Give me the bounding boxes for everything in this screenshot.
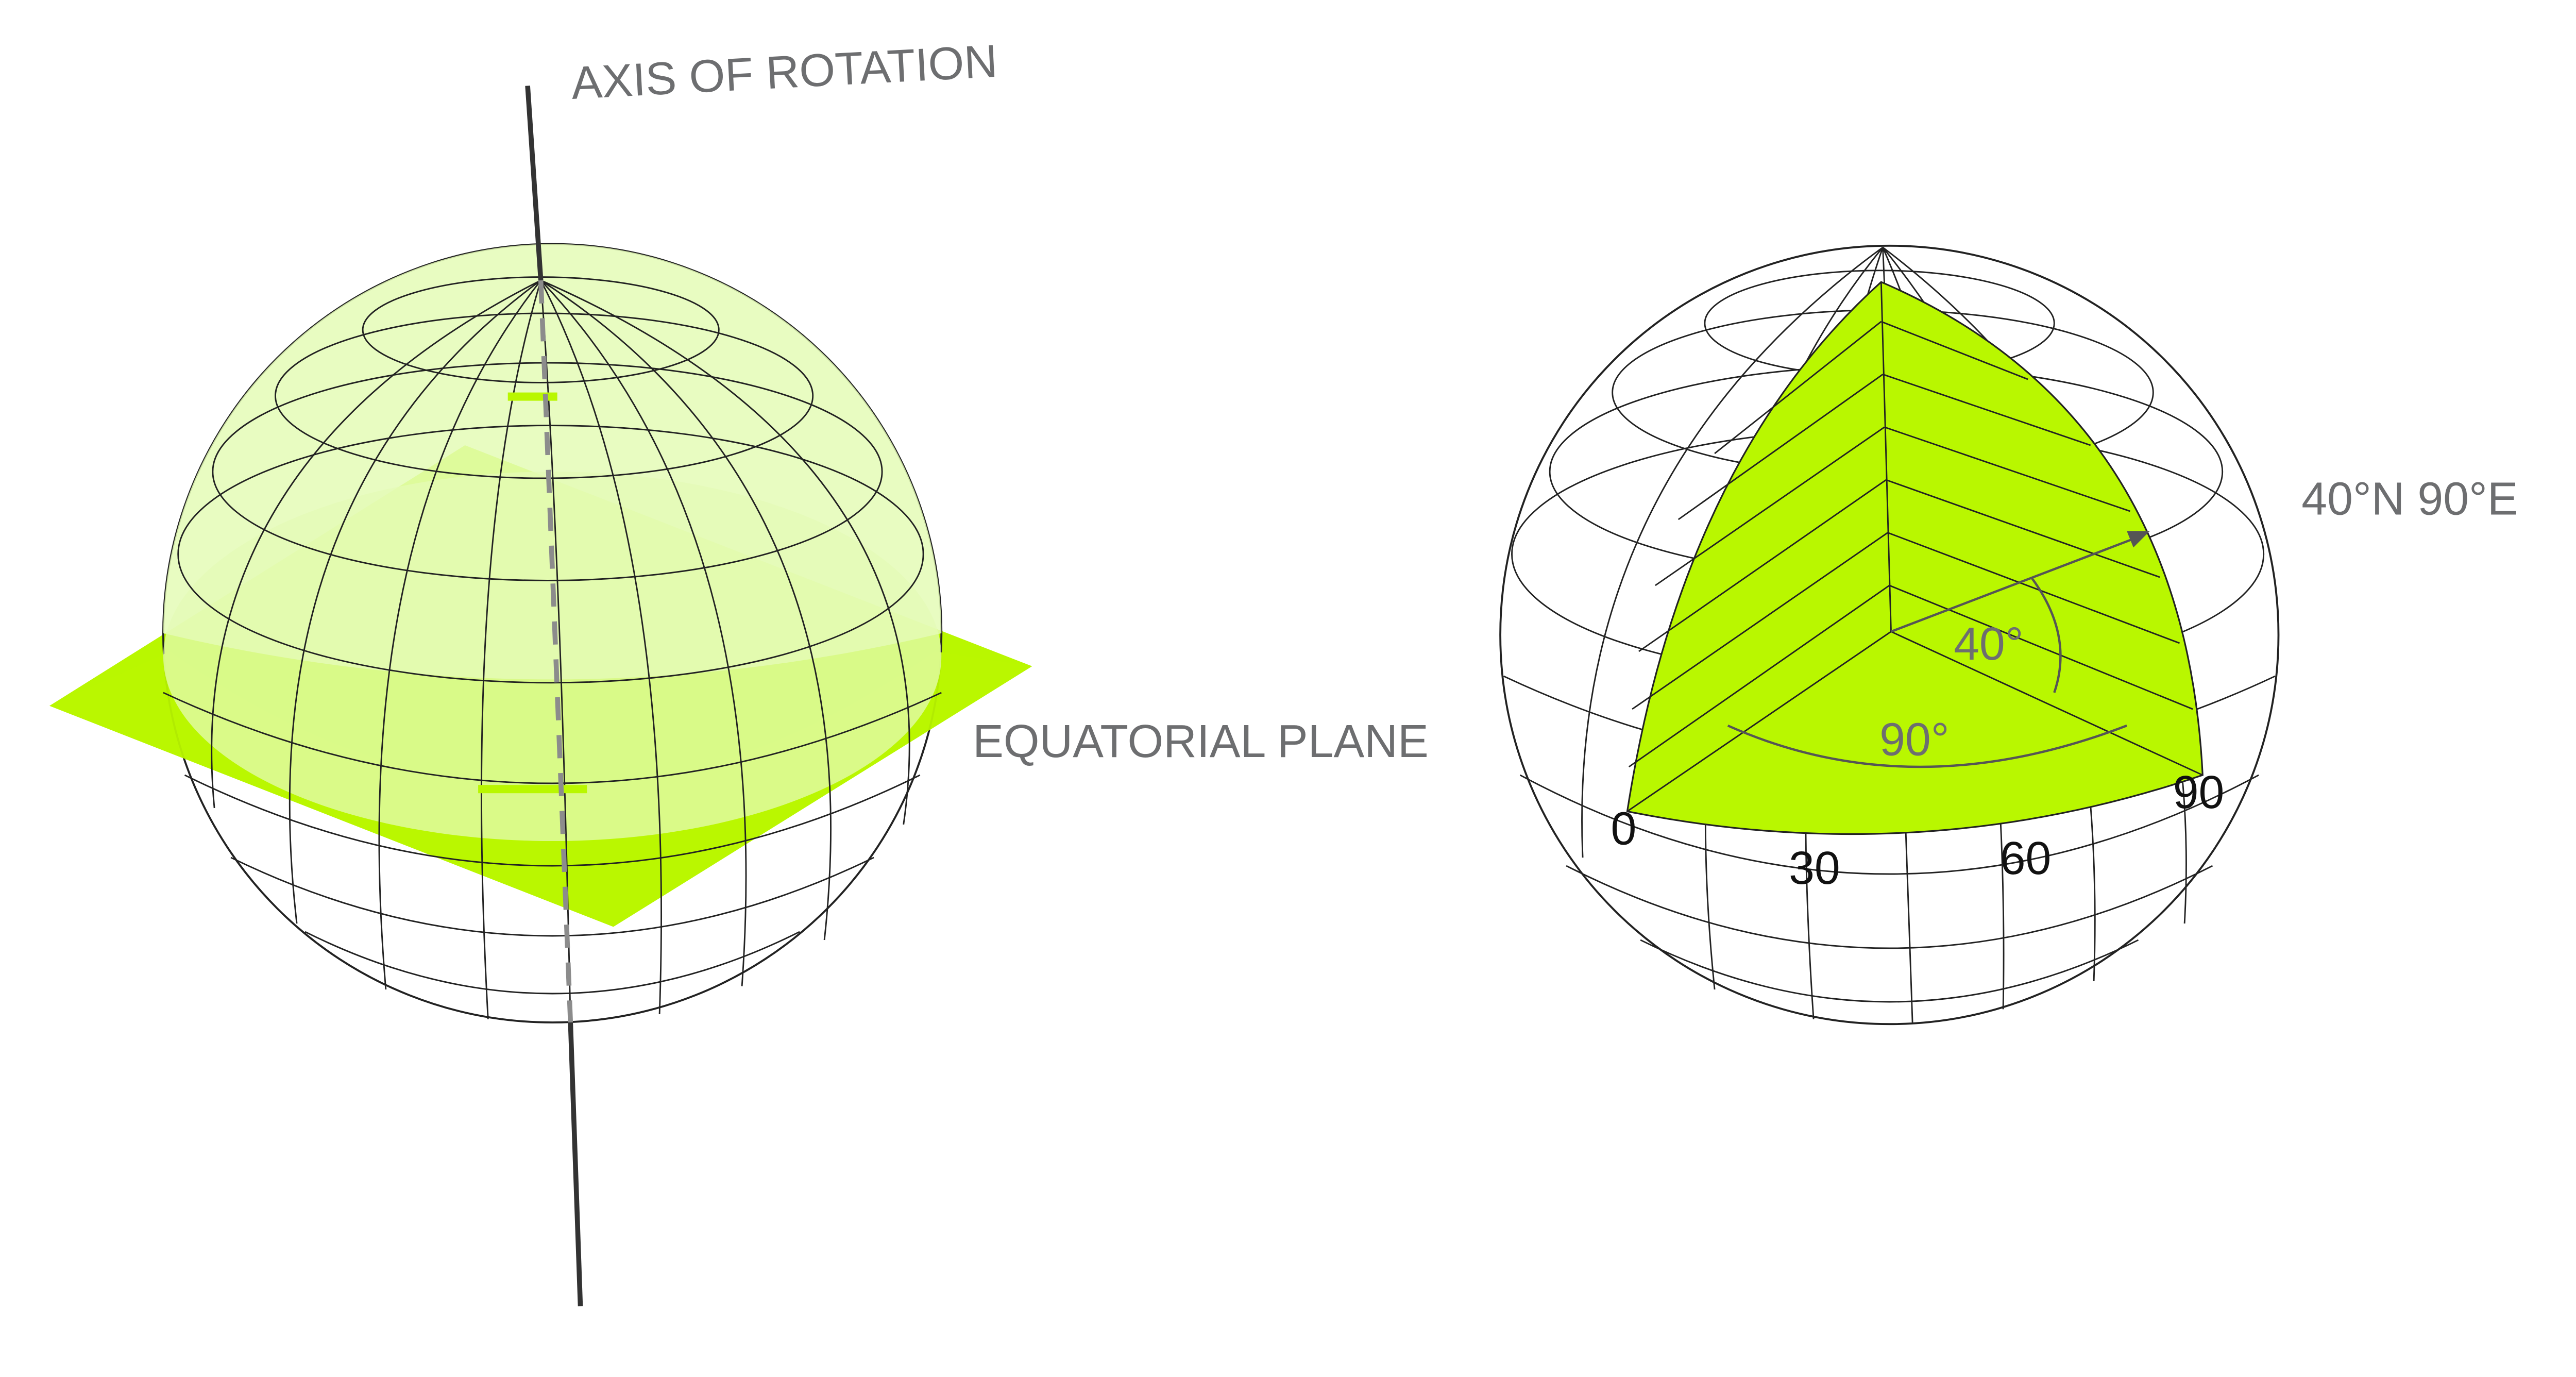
longitude-angle-label: 90°: [1879, 714, 1949, 765]
right-globe: 40° 90° 40°N 90°E 0 30 60 90: [1499, 244, 2518, 1026]
left-latitude-lines: [163, 276, 942, 995]
latitude-wedge: [1626, 281, 2204, 835]
longitude-tick-0: 0: [1611, 802, 1637, 854]
longitude-tick-90: 90: [2173, 766, 2225, 818]
axis-of-rotation-label: AXIS OF ROTATION: [570, 35, 998, 109]
latitude-angle-arc: [2030, 576, 2062, 693]
axis-line-hidden: [538, 280, 573, 1023]
axis-line-bottom: [568, 1022, 583, 1306]
axis-line-top: [525, 86, 544, 281]
left-globe: AXIS OF ROTATION EQUATORIAL PLANE: [49, 35, 1429, 1306]
latitude-angle-label: 40°: [1954, 618, 2023, 669]
equator-disc-edge: [163, 472, 942, 841]
coordinate-arrowhead: [2127, 531, 2150, 548]
longitude-tick-60: 60: [2000, 832, 2052, 884]
right-sphere-outline: [1499, 244, 2280, 1026]
axis-marker-top: [507, 392, 557, 401]
equatorial-plane-label: EQUATORIAL PLANE: [973, 715, 1429, 767]
coordinate-label: 40°N 90°E: [2301, 473, 2518, 524]
longitude-tick-30: 30: [1789, 842, 1840, 894]
longitude-angle-arc: [1727, 724, 2127, 768]
coordinate-arrow: [1890, 536, 2138, 633]
left-longitude-lines: [211, 279, 910, 1023]
axis-marker-equator: [478, 785, 587, 794]
wedge-lines: [1626, 282, 2203, 812]
